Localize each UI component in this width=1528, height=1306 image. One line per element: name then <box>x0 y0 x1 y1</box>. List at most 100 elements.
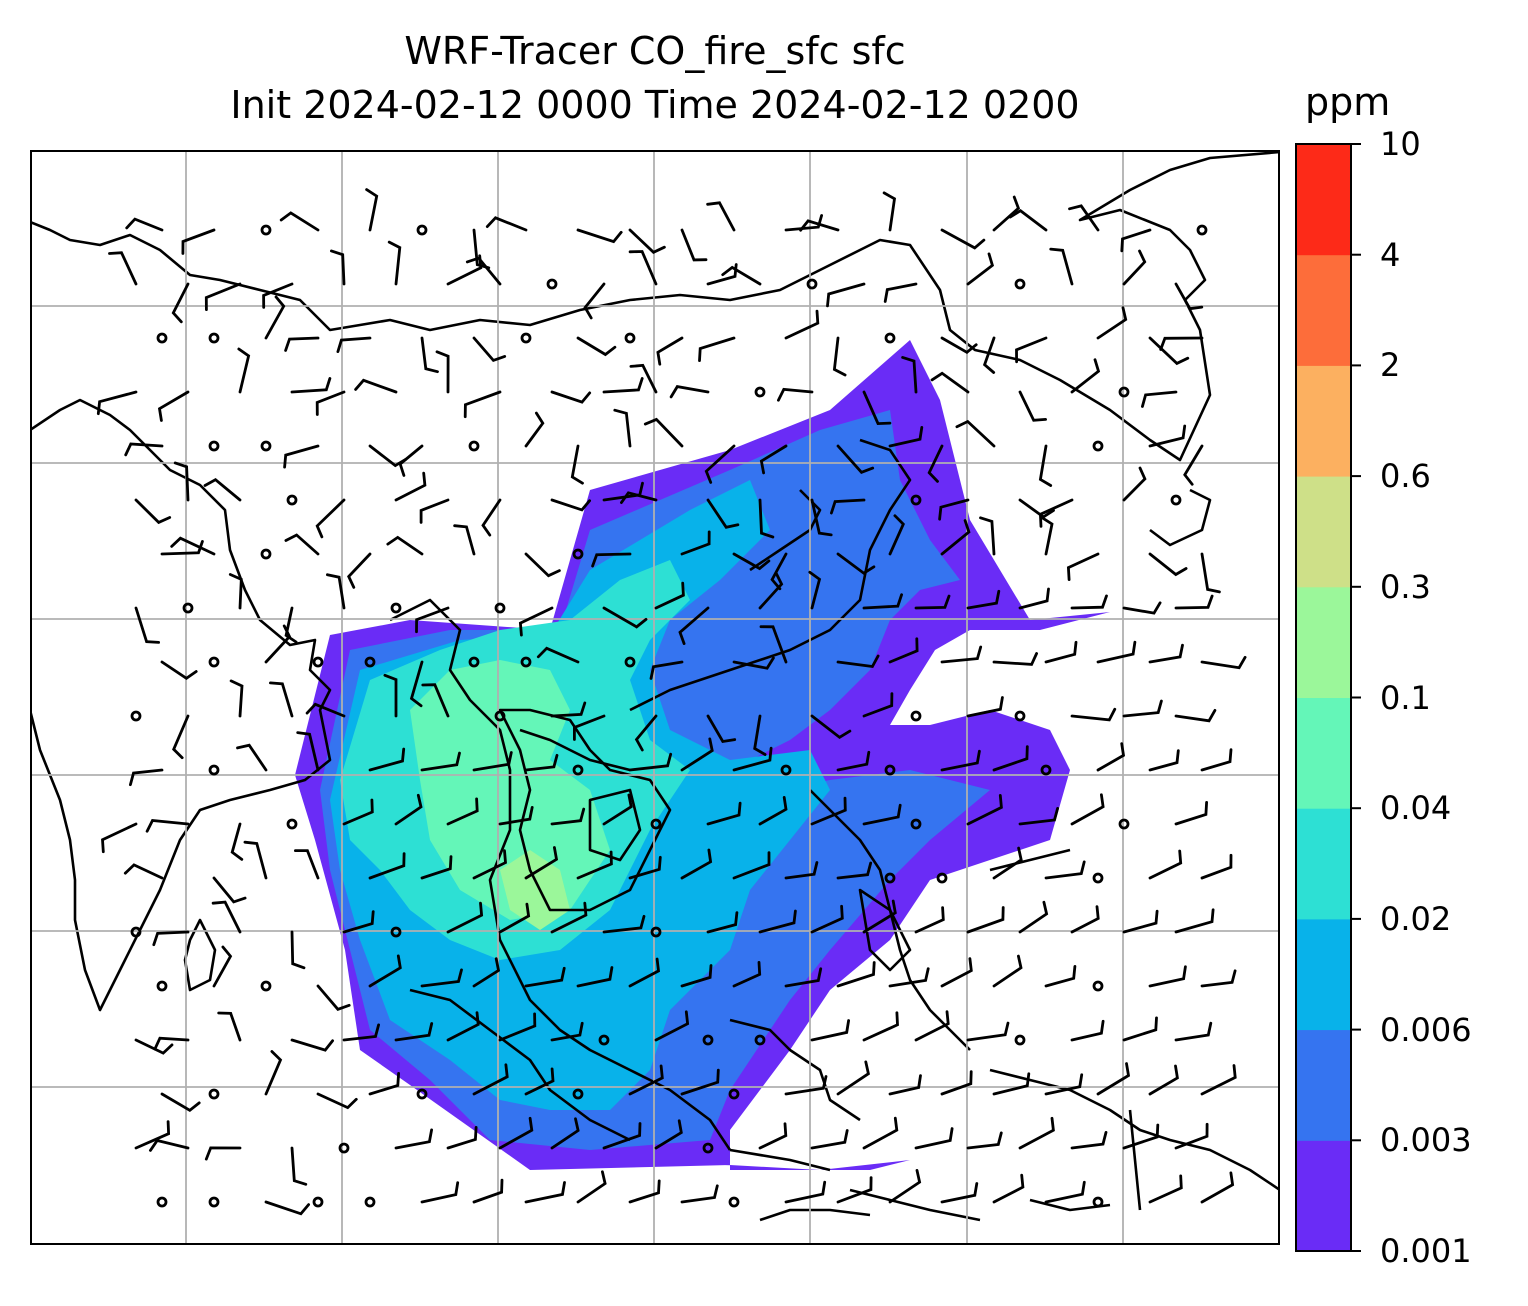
wind-barb <box>1148 552 1188 577</box>
wind-calm-circle <box>780 764 792 776</box>
wind-barb <box>550 901 588 934</box>
wind-barb <box>888 426 924 448</box>
wind-barb <box>826 282 866 308</box>
figure-title-line2: Init 2024-02-12 0000 Time 2024-02-12 020… <box>230 83 1080 127</box>
wind-barb <box>134 606 160 644</box>
wind-barb <box>1038 498 1074 528</box>
wind-barb <box>230 822 244 861</box>
wind-barb <box>1174 1021 1213 1042</box>
wind-calm-circle <box>754 386 766 398</box>
wind-barb <box>706 801 742 826</box>
wind-barb <box>979 516 996 556</box>
colorbar-band <box>1296 586 1351 698</box>
wind-barb <box>1044 1180 1086 1204</box>
wind-barb <box>1096 640 1137 664</box>
wind-calm-circle <box>884 872 896 884</box>
wind-barb <box>1174 709 1217 723</box>
wind-barb <box>1018 900 1049 934</box>
wind-calm-circle <box>728 1088 740 1100</box>
wind-barb <box>620 491 658 504</box>
wind-barb <box>1066 552 1100 581</box>
wind-barb <box>294 849 320 880</box>
wind-barb <box>498 806 534 826</box>
wind-calm-circle <box>156 980 168 992</box>
wind-barb <box>628 250 658 286</box>
wind-barb <box>284 336 320 352</box>
wind-barb <box>680 964 713 988</box>
wind-calm-circle <box>884 332 896 344</box>
wind-calm-circle <box>650 818 662 830</box>
wind-barb <box>602 1122 642 1150</box>
wind-barb <box>229 679 244 718</box>
wind-barb <box>628 228 666 254</box>
wind-barb <box>1200 969 1237 988</box>
wind-barb <box>680 848 713 880</box>
wind-barb <box>836 444 875 474</box>
wind-calm-circle <box>598 1034 610 1046</box>
wind-barb <box>453 524 476 556</box>
wind-barb <box>927 444 944 483</box>
wind-barb <box>982 336 996 374</box>
wind-barb <box>228 573 243 610</box>
wind-barb <box>481 498 502 537</box>
wind-barb <box>732 746 773 772</box>
colorbar-tick-label: 0.6 <box>1380 457 1431 496</box>
wind-barb <box>264 1200 310 1216</box>
wind-barb <box>283 444 320 469</box>
wind-barb <box>1148 1174 1183 1204</box>
wind-barb <box>770 552 788 591</box>
wind-barb <box>732 552 771 571</box>
wind-barb <box>204 1146 242 1161</box>
wind-barb <box>204 282 242 311</box>
wind-barb <box>1096 742 1126 772</box>
wind-barb <box>134 1120 171 1150</box>
wind-barb <box>883 282 918 303</box>
wind-barb <box>368 1072 400 1096</box>
wind-barb <box>1044 640 1078 664</box>
wind-barb <box>602 377 644 394</box>
wind-barb <box>576 1170 607 1204</box>
wind-calm-circle <box>520 332 532 344</box>
wind-barb <box>1070 707 1117 722</box>
wind-barb <box>264 295 286 340</box>
wind-calm-circle <box>650 926 662 938</box>
wind-barb <box>940 645 983 664</box>
wind-barb <box>170 536 216 556</box>
wind-barb <box>758 498 775 539</box>
wind-barb <box>1018 1116 1055 1150</box>
wind-barb <box>342 910 375 934</box>
colorbar-unit: ppm <box>1305 80 1391 124</box>
wind-barb <box>583 282 606 320</box>
wind-barb <box>862 803 902 826</box>
wind-barb <box>940 957 973 988</box>
wind-barb <box>160 660 198 680</box>
wind-barb <box>1148 424 1187 448</box>
wind-barb <box>576 966 614 988</box>
wind-calm-circle <box>130 926 142 938</box>
wind-calm-circle <box>702 1034 714 1046</box>
wind-barb <box>296 731 320 772</box>
wind-barb <box>862 1011 899 1042</box>
wind-barb <box>124 442 164 457</box>
colorbar-band <box>1296 808 1351 920</box>
wind-barb <box>966 794 1003 826</box>
wind-calm-circle <box>416 1088 428 1100</box>
wind-barb <box>435 350 450 394</box>
wind-barb <box>1049 247 1074 286</box>
wind-barb <box>669 385 710 399</box>
wind-barb <box>836 861 873 880</box>
wind-calm-circle <box>156 1196 168 1208</box>
wind-barb <box>465 256 502 286</box>
wind-barb <box>203 478 242 502</box>
wind-barb <box>721 265 762 286</box>
colorbar-tick-label: 0.003 <box>1380 1121 1472 1160</box>
wind-barb <box>446 1011 480 1042</box>
wind-calm-circle <box>364 1196 376 1208</box>
colorbar-tick-label: 0.3 <box>1380 567 1431 606</box>
wind-calm-circle <box>1118 386 1130 398</box>
wind-barb <box>1122 699 1163 718</box>
wind-barb <box>784 1180 827 1204</box>
wind-calm-circle <box>520 656 532 668</box>
wind-barb <box>171 282 190 324</box>
wind-barb <box>1122 1016 1158 1042</box>
